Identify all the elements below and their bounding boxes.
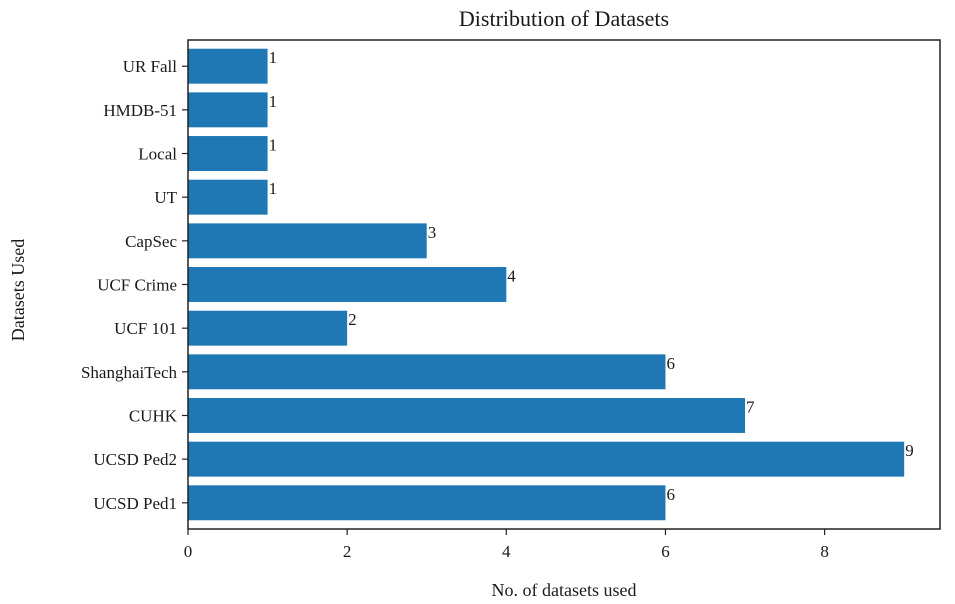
y-tick-label-local: Local	[138, 145, 177, 164]
plot-frame	[187, 39, 941, 530]
y-tick-label-ur-fall: UR Fall	[123, 57, 178, 76]
data-label-ucsd-ped1: 6	[666, 485, 675, 504]
y-tick-label-hmdb-51: HMDB-51	[103, 101, 177, 120]
data-label-cuhk: 7	[746, 397, 755, 416]
bars-group	[188, 48, 905, 521]
y-axis-label: Datasets Used	[8, 239, 28, 341]
x-tick-label-0: 0	[184, 542, 193, 561]
bar-shanghaitech	[188, 354, 666, 390]
bar-local	[188, 136, 268, 171]
bar-ucf-101	[188, 310, 348, 346]
y-tick-label-shanghaitech: ShanghaiTech	[81, 363, 178, 382]
y-tick-label-ut: UT	[154, 188, 177, 207]
y-axis-ticks: UCSD Ped1 UCSD Ped2 CUHK ShanghaiTech UCF 10…	[81, 57, 188, 513]
data-label-ucf-101: 2	[348, 310, 357, 329]
data-label-local: 1	[269, 136, 278, 155]
y-tick-label-cuhk: CUHK	[129, 406, 178, 425]
x-axis-ticks: 0 2 4 6 8	[184, 529, 829, 561]
y-tick-label-ucf-crime: UCF Crime	[97, 276, 177, 295]
bar-cuhk	[188, 398, 746, 433]
x-tick-label-4: 4	[502, 542, 511, 561]
data-label-hmdb-51: 1	[269, 92, 278, 111]
bar-ur-fall	[188, 48, 268, 84]
y-tick-label-capsec: CapSec	[125, 232, 177, 251]
data-label-ucf-crime: 4	[507, 267, 516, 286]
y-tick-label-ucsd-ped2: UCSD Ped2	[93, 450, 177, 469]
bar-capsec	[188, 223, 427, 259]
x-tick-label-6: 6	[661, 542, 670, 561]
bar-ucsd-ped2	[188, 441, 905, 477]
x-tick-label-2: 2	[343, 542, 352, 561]
data-label-ucsd-ped2: 9	[905, 441, 914, 460]
y-tick-label-ucsd-ped1: UCSD Ped1	[93, 494, 177, 513]
data-labels-group: 6 9 7 6 2 4 3 1 1 1 1	[269, 48, 914, 504]
bar-ut	[188, 179, 268, 215]
x-axis-label: No. of datasets used	[492, 580, 637, 600]
x-tick-label-8: 8	[820, 542, 829, 561]
data-label-capsec: 3	[428, 223, 437, 242]
bar-hmdb-51	[188, 92, 268, 128]
chart-title: Distribution of Datasets	[459, 6, 669, 31]
bar-ucf-crime	[188, 267, 507, 302]
y-tick-label-ucf-101: UCF 101	[114, 319, 177, 338]
data-label-ut: 1	[269, 179, 278, 198]
data-label-shanghaitech: 6	[666, 354, 675, 373]
bar-ucsd-ped1	[188, 485, 666, 521]
data-label-ur-fall: 1	[269, 48, 278, 67]
